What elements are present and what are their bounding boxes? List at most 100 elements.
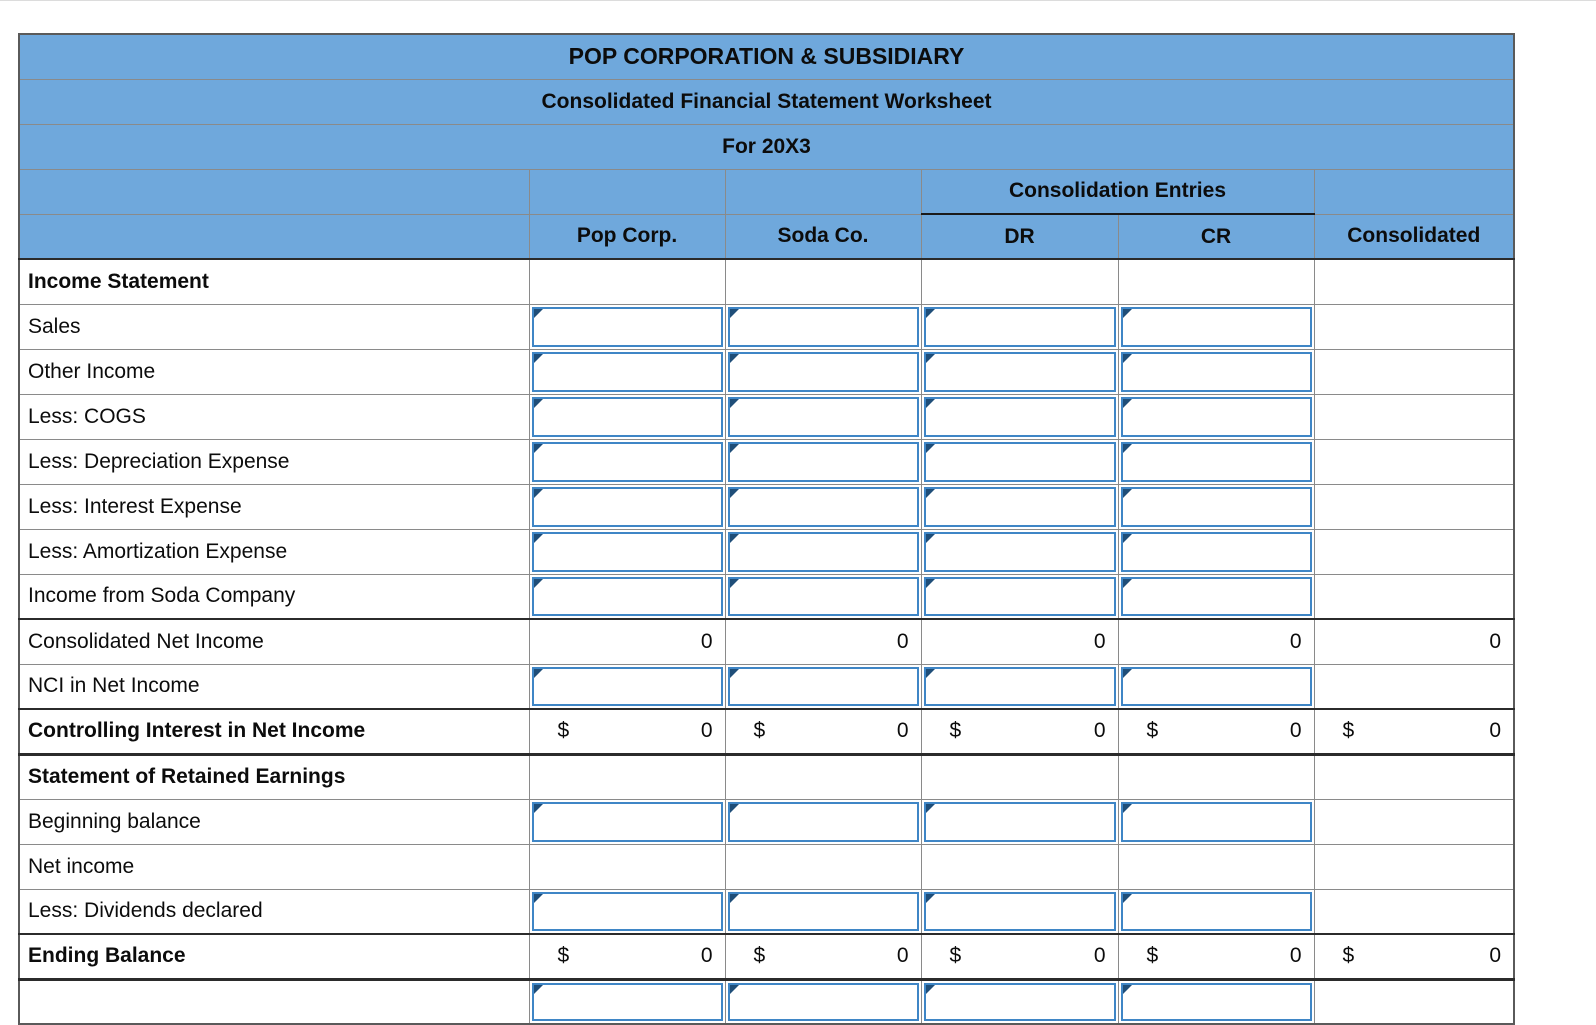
entry-cell <box>1117 348 1315 395</box>
cell-corner-marker-icon <box>533 578 543 588</box>
currency-symbol: $ <box>753 944 766 968</box>
amount-input-cell[interactable] <box>923 351 1116 392</box>
empty-cell <box>1313 798 1515 845</box>
amount-input-cell[interactable] <box>1120 801 1312 842</box>
empty-cell <box>1313 348 1515 395</box>
worksheet-row: Net income <box>18 843 1515 890</box>
currency-total-cell: $0 <box>528 708 726 756</box>
amount-input-cell[interactable] <box>531 666 723 706</box>
entry-cell <box>528 798 726 845</box>
entry-cell <box>1117 663 1315 710</box>
amount-input-cell[interactable] <box>1120 396 1312 437</box>
amount-input-cell[interactable] <box>727 351 919 392</box>
currency-total-cell: $0 <box>528 933 726 981</box>
empty-cell <box>1313 303 1515 350</box>
currency-total-cell: $0 <box>1117 933 1315 981</box>
entry-cell <box>724 798 922 845</box>
amount-input-cell[interactable] <box>531 982 723 1021</box>
entry-cell <box>528 528 726 575</box>
header-spacer-cell <box>18 213 530 260</box>
row-label: Income from Soda Company <box>18 573 530 620</box>
amount-input-cell[interactable] <box>923 666 1116 706</box>
cell-corner-marker-icon <box>1122 353 1132 363</box>
amount-input-cell[interactable] <box>923 576 1116 616</box>
amount-input-cell[interactable] <box>1120 351 1312 392</box>
amount-input-cell[interactable] <box>923 396 1116 437</box>
amount-input-cell[interactable] <box>531 891 723 931</box>
computed-value-cell: 0 <box>920 618 1119 665</box>
amount-input-cell[interactable] <box>727 531 919 572</box>
cell-corner-marker-icon <box>533 668 543 678</box>
computed-value-cell: 0 <box>1313 618 1515 665</box>
amount-input-cell[interactable] <box>531 441 723 482</box>
amount-input-cell[interactable] <box>1120 486 1312 527</box>
currency-total-cell: $0 <box>1313 708 1515 756</box>
amount-input-cell[interactable] <box>1120 576 1312 616</box>
amount-input-cell[interactable] <box>727 982 919 1021</box>
cell-corner-marker-icon <box>533 353 543 363</box>
amount-input-cell[interactable] <box>923 531 1116 572</box>
amount-input-cell[interactable] <box>727 486 919 527</box>
amount-input-cell[interactable] <box>1120 306 1312 347</box>
header-spacer-cell <box>18 168 530 215</box>
amount-input-cell[interactable] <box>531 306 723 347</box>
amount-input-cell[interactable] <box>727 441 919 482</box>
entry-cell <box>920 393 1119 440</box>
entry-cell <box>1117 888 1315 935</box>
column-header-consolidated: Consolidated <box>1313 213 1515 260</box>
amount-input-cell[interactable] <box>923 306 1116 347</box>
amount-input-cell[interactable] <box>923 801 1116 842</box>
amount-input-cell[interactable] <box>727 666 919 706</box>
amount-input-cell[interactable] <box>727 396 919 437</box>
cell-corner-marker-icon <box>729 353 739 363</box>
entry-cell <box>724 663 922 710</box>
currency-symbol: $ <box>1146 719 1159 743</box>
cell-corner-marker-icon <box>729 308 739 318</box>
amount-input-cell[interactable] <box>923 441 1116 482</box>
amount-input-cell[interactable] <box>923 891 1116 931</box>
entry-cell <box>1117 393 1315 440</box>
amount-input-cell[interactable] <box>531 351 723 392</box>
cell-corner-marker-icon <box>729 488 739 498</box>
currency-total-cell: $0 <box>724 933 922 981</box>
empty-cell <box>1313 888 1515 935</box>
amount-input-cell[interactable] <box>1120 982 1312 1021</box>
row-label: Sales <box>18 303 530 350</box>
worksheet-row: Ending Balance $0 $0 $0 $0 $0 <box>18 933 1515 981</box>
entry-cell <box>724 528 922 575</box>
amount-input-cell[interactable] <box>531 396 723 437</box>
column-header-cr: CR <box>1117 213 1315 260</box>
empty-cell <box>1313 438 1515 485</box>
empty-cell <box>528 753 726 800</box>
cell-corner-marker-icon <box>729 578 739 588</box>
amount-input-cell[interactable] <box>531 531 723 572</box>
column-header-pop-corp: Pop Corp. <box>528 213 726 260</box>
worksheet-row: Other Income <box>18 348 1515 395</box>
amount-input-cell[interactable] <box>1120 666 1312 706</box>
row-label: Consolidated Net Income <box>18 618 530 665</box>
row-label: Net income <box>18 843 530 890</box>
amount-input-cell[interactable] <box>727 576 919 616</box>
amount-input-cell[interactable] <box>1120 891 1312 931</box>
entry-cell <box>920 798 1119 845</box>
amount-input-cell[interactable] <box>923 982 1116 1021</box>
total-value: 0 <box>1093 719 1106 743</box>
cell-corner-marker-icon <box>729 893 739 903</box>
amount-input-cell[interactable] <box>727 801 919 842</box>
amount-input-cell[interactable] <box>1120 531 1312 572</box>
empty-cell <box>528 843 726 890</box>
consolidation-entries-group-header: Consolidation Entries <box>920 168 1315 215</box>
cell-corner-marker-icon <box>925 893 935 903</box>
amount-input-cell[interactable] <box>727 306 919 347</box>
amount-input-cell[interactable] <box>923 486 1116 527</box>
header-spacer-cell <box>528 168 726 215</box>
amount-input-cell[interactable] <box>531 486 723 527</box>
amount-input-cell[interactable] <box>727 891 919 931</box>
entry-cell <box>1117 528 1315 575</box>
row-label: Controlling Interest in Net Income <box>18 708 530 756</box>
amount-input-cell[interactable] <box>531 801 723 842</box>
amount-input-cell[interactable] <box>531 576 723 616</box>
computed-value-cell: 0 <box>724 618 922 665</box>
amount-input-cell[interactable] <box>1120 441 1312 482</box>
entry-cell <box>724 348 922 395</box>
